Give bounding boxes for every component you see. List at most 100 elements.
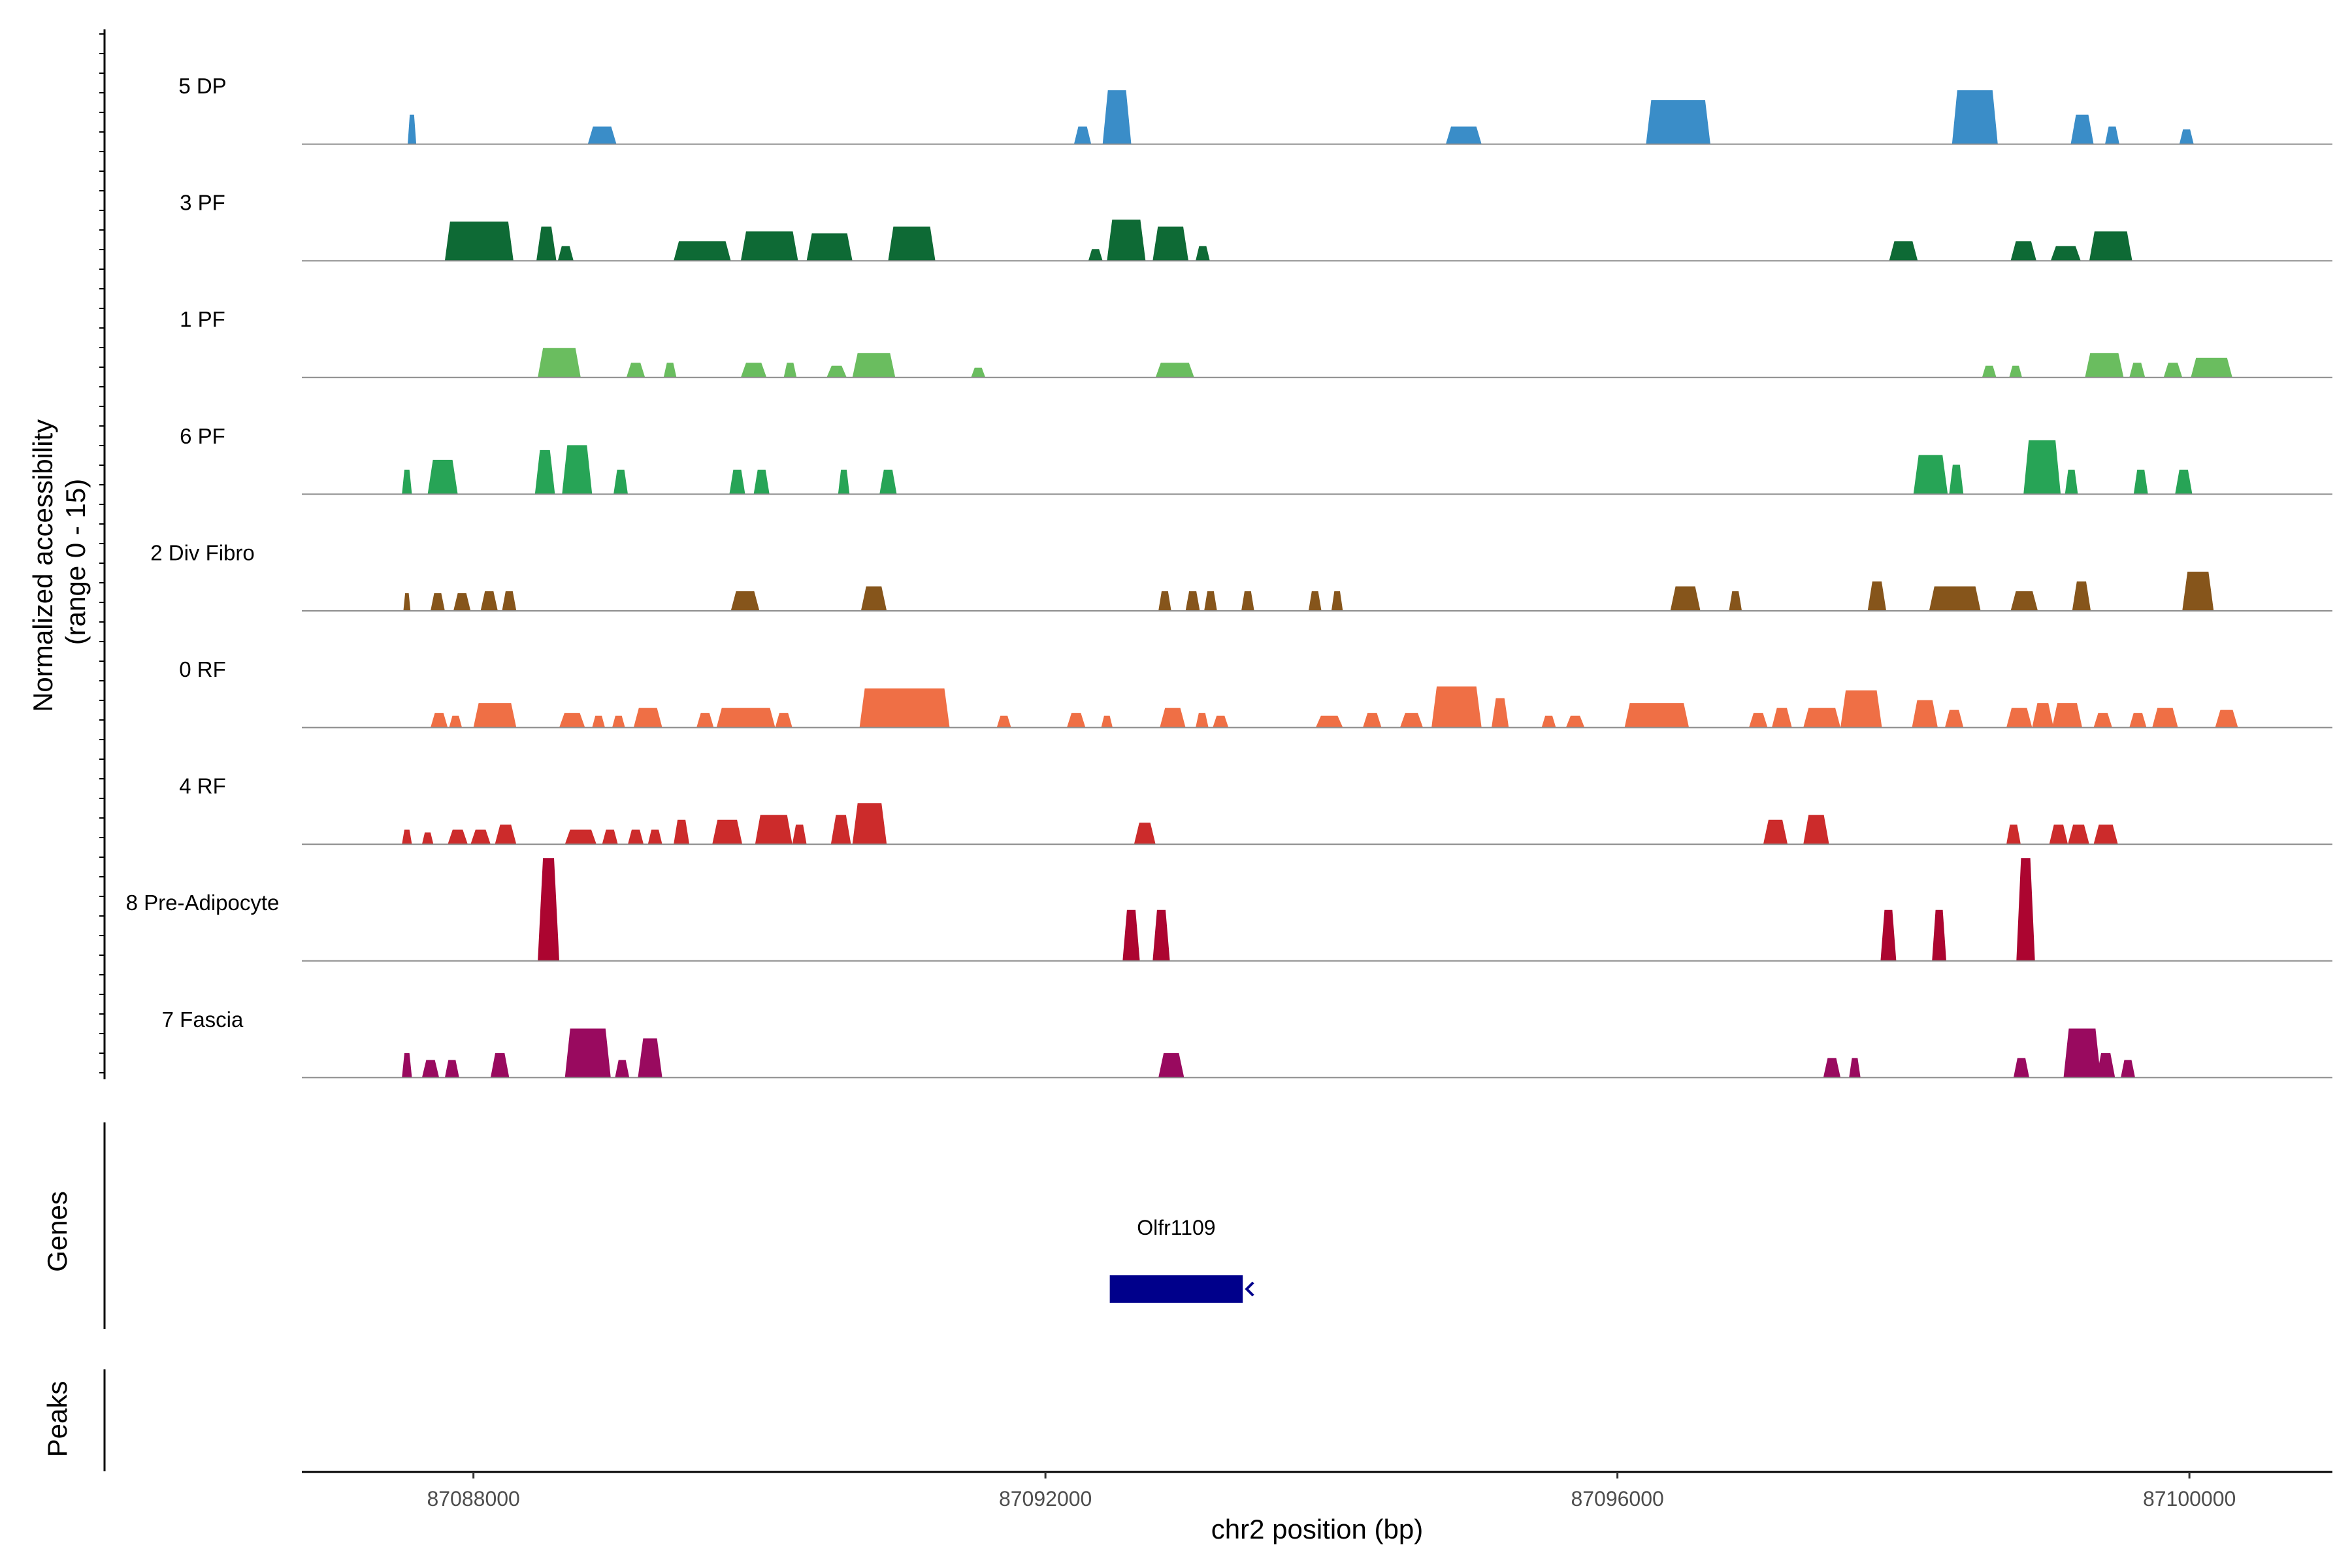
coverage-peak	[402, 469, 412, 495]
coverage-peak	[2105, 126, 2119, 144]
coverage-peak	[1213, 715, 1229, 728]
coverage-peak	[674, 241, 731, 261]
track: 1 PF	[180, 307, 2332, 378]
coverage-peak	[2013, 1058, 2029, 1078]
y-axis-ticks	[99, 33, 105, 1073]
coverage-peak	[421, 832, 434, 845]
coverage-peak	[2182, 572, 2214, 611]
coverage-peak	[564, 1028, 611, 1078]
coverage-peak	[1624, 703, 1690, 728]
coverage-peak	[1541, 715, 1556, 728]
coverage-peak	[792, 825, 807, 845]
genes-panel-label: Genes	[42, 1191, 73, 1272]
coverage-peak	[1823, 1058, 1841, 1078]
track: 2 Div Fibro	[150, 540, 2332, 612]
track-label: 8 Pre-Adipocyte	[126, 890, 280, 915]
coverage-peak	[852, 803, 887, 845]
coverage-peak	[1152, 226, 1188, 261]
coverage-peak	[1565, 715, 1585, 728]
coverage-peak	[1492, 698, 1509, 728]
genes-panel: Olfr1109	[1109, 1216, 1254, 1303]
coverage-peak	[444, 221, 514, 261]
coverage-peak	[1331, 591, 1343, 611]
coverage-peak	[1803, 708, 1841, 728]
coverage-peak	[753, 469, 770, 495]
coverage-peak	[2129, 363, 2146, 378]
coverage-peak	[427, 459, 458, 495]
coverage-peak	[2032, 703, 2054, 728]
coverage-peak	[453, 593, 471, 611]
coverage-peak	[2068, 825, 2089, 845]
y-axis-title-line1: Normalized accessibility	[27, 419, 58, 712]
coverage-peak	[2072, 581, 2091, 611]
gene-strand-arrow	[1245, 1281, 1254, 1297]
coverage-peak	[602, 829, 618, 845]
coverage-peak	[647, 829, 662, 845]
x-tick-label: 87088000	[427, 1487, 519, 1511]
coverage-peak	[1073, 126, 1092, 144]
coverage-peak	[1889, 241, 1918, 261]
track-label: 3 PF	[180, 191, 225, 215]
peaks-panel-label: Peaks	[42, 1381, 73, 1458]
coverage-peak	[1308, 591, 1322, 611]
coverage-peak	[2063, 1028, 2101, 1078]
coverage-peak	[470, 829, 491, 845]
track: 4 RF	[179, 774, 2332, 845]
coverage-peak	[490, 1053, 510, 1078]
coverage-peak	[2093, 713, 2112, 728]
coverage-peak	[613, 469, 628, 495]
coverage-peak	[1196, 246, 1210, 261]
coverage-peak	[402, 1053, 412, 1078]
coverage-peak	[1152, 909, 1170, 961]
gene-body	[1109, 1275, 1243, 1303]
coverage-peak	[1102, 90, 1132, 144]
coverage-peak	[1101, 715, 1113, 728]
coverage-peak	[592, 715, 605, 728]
coverage-peak	[538, 348, 581, 378]
track: 8 Pre-Adipocyte	[126, 858, 2332, 962]
coverage-peak	[696, 713, 714, 728]
coverage-peak	[1944, 710, 1964, 728]
coverage-peak	[2070, 114, 2094, 144]
coverage-peak	[1913, 455, 1948, 495]
coverage-peak	[2050, 246, 2081, 261]
coverage-peak	[663, 363, 677, 378]
coverage-peak	[1067, 713, 1086, 728]
coverage-peak	[534, 449, 555, 495]
coverage-peak	[557, 246, 574, 261]
coverage-peak	[2049, 825, 2068, 845]
coverage-peak	[2065, 469, 2078, 495]
coverage-peak	[2010, 591, 2038, 611]
coverage-peak	[1185, 591, 1200, 611]
coverage-peak	[1646, 100, 1710, 144]
coverage-peak	[449, 715, 463, 728]
coverage-peak	[1122, 909, 1140, 961]
x-tick-label: 87092000	[999, 1487, 1092, 1511]
coverage-peak	[2175, 469, 2193, 495]
coverage-peak	[2133, 469, 2148, 495]
coverage-peak	[448, 829, 468, 845]
coverage-peak	[2006, 825, 2021, 845]
coverage-peak	[2121, 1060, 2135, 1078]
coverage-peak	[502, 591, 517, 611]
track: 6 PF	[180, 424, 2332, 495]
coverage-peak	[559, 713, 585, 728]
coverage-peak	[859, 688, 950, 728]
coverage-peak	[838, 469, 850, 495]
coverage-peak	[1363, 713, 1382, 728]
coverage-peak	[996, 715, 1011, 728]
coverage-peak	[2016, 858, 2035, 961]
coverage-tracks: 5 DP 3 PF 1 PF 6 PF 2 Div Fibro 0 RF 4 RF 8 Pre…	[126, 74, 2332, 1079]
coverage-peak	[2052, 703, 2082, 728]
coverage-peak	[971, 367, 986, 378]
coverage-peak	[562, 445, 593, 495]
coverage-peak	[1107, 220, 1146, 261]
coverage-peak	[1929, 586, 1981, 611]
coverage-peak	[2096, 1053, 2115, 1078]
coverage-peak	[729, 469, 745, 495]
coverage-peak	[587, 126, 617, 144]
coverage-peak	[1867, 581, 1887, 611]
coverage-peak	[1241, 591, 1254, 611]
coverage-peak	[716, 708, 776, 728]
coverage-peak	[402, 829, 412, 845]
